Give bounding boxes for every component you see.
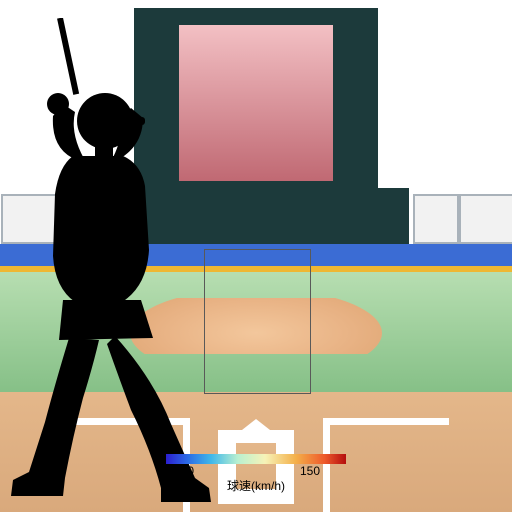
stand-segment [57, 194, 103, 244]
colorbar-gradient [166, 454, 346, 464]
stand-segment [413, 194, 459, 244]
speed-colorbar-legend: 100 150 球速(km/h) [166, 454, 346, 494]
colorbar-label: 球速(km/h) [166, 477, 346, 494]
batters-box-line [323, 418, 449, 425]
stand-segment [1, 194, 57, 244]
strike-zone [204, 249, 311, 394]
pitch-chart-stage: 100 150 球速(km/h) [0, 0, 512, 512]
stand-segment [459, 194, 512, 244]
scoreboard-screen [179, 25, 333, 181]
colorbar-ticks: 100 150 [166, 464, 346, 479]
batters-box-line [63, 418, 189, 425]
colorbar-tick: 100 [174, 464, 194, 478]
scoreboard-bottom [103, 188, 409, 246]
colorbar-tick: 150 [300, 464, 320, 478]
